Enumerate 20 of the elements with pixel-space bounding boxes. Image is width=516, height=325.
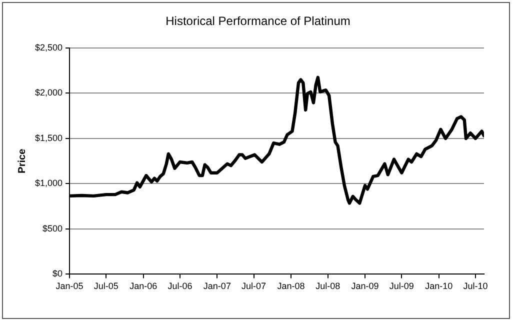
y-tick-label: $1,000 [34, 178, 63, 188]
chart-title: Historical Performance of Platinum [164, 14, 352, 28]
y-tick-label: $2,000 [34, 88, 63, 98]
x-tick-label: Jul-08 [316, 281, 340, 292]
x-tick-label: Jul-05 [94, 281, 118, 292]
y-axis-title: Price [16, 148, 28, 174]
x-tick-label: Jan-07 [203, 281, 231, 292]
x-tick-label: Jan-06 [130, 281, 158, 292]
x-tick-label: Jul-09 [389, 281, 414, 292]
x-tick-label: Jan-08 [277, 281, 305, 292]
x-tick-label: Jan-09 [351, 281, 379, 292]
x-tick-label: Jul-10 [463, 281, 488, 292]
y-tick-label: $500 [42, 223, 63, 234]
y-tick-label: $0 [52, 268, 63, 279]
y-tick-label: $1,500 [34, 132, 63, 143]
x-tick-label: Jul-06 [168, 281, 192, 292]
y-tick-label: $2,500 [34, 42, 63, 52]
x-tick-label: Jan-10 [425, 281, 453, 292]
x-tick-label: Jul-07 [242, 281, 266, 292]
x-tick-label: Jan-05 [56, 281, 84, 292]
